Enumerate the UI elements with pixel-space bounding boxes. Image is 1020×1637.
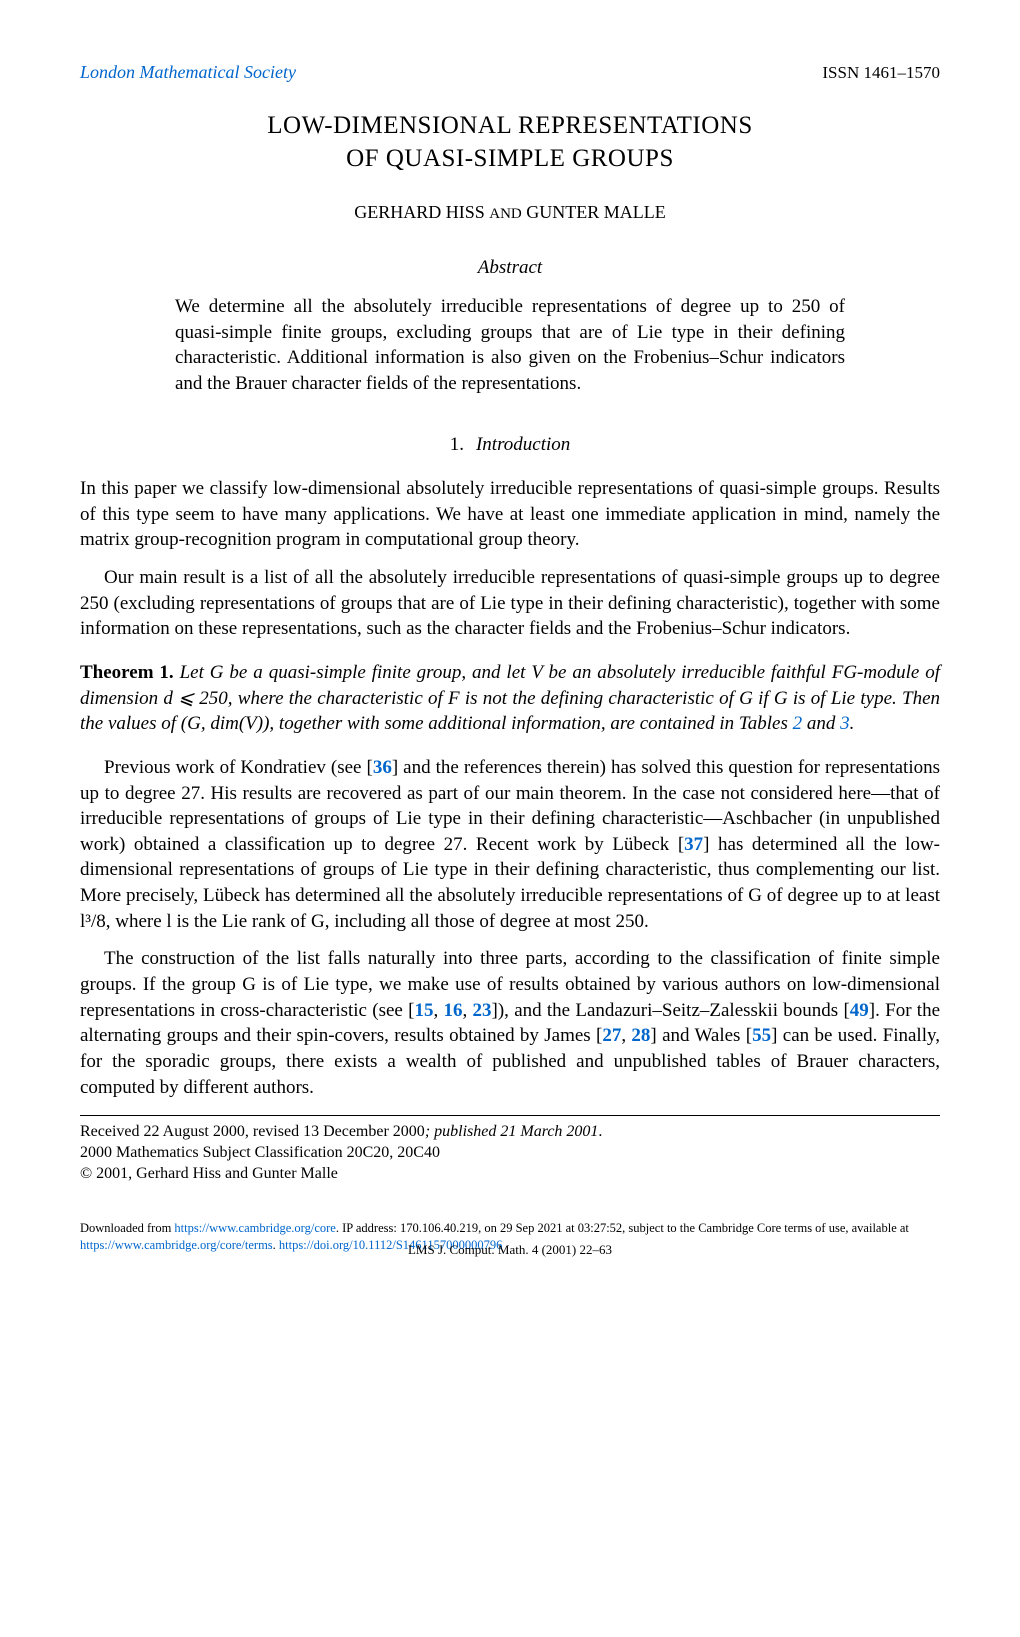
cambridge-core-link[interactable]: https://www.cambridge.org/core <box>174 1221 335 1235</box>
intro-para-1: In this paper we classify low-dimensiona… <box>80 476 940 553</box>
intro-para-4: The construction of the list falls natur… <box>80 946 940 1100</box>
authors: GERHARD HISS AND GUNTER MALLE <box>80 200 940 225</box>
footer-msc: 2000 Mathematics Subject Classification … <box>80 1143 940 1164</box>
theorem-text-mid: and <box>802 713 840 734</box>
dl-text-1: Downloaded from <box>80 1221 174 1235</box>
title-line-1: LOW-DIMENSIONAL REPRESENTATIONS <box>267 112 752 139</box>
intro-para-2: Our main result is a list of all the abs… <box>80 565 940 642</box>
footer-rule <box>80 1115 940 1116</box>
p4-c1: , <box>433 1000 443 1021</box>
theorem-1: Theorem 1. Let G be a quasi-simple finit… <box>80 660 940 737</box>
issn-label: ISSN 1461–1570 <box>822 61 940 85</box>
author-1: GERHARD HISS <box>354 202 485 222</box>
ref-23[interactable]: 23 <box>473 1000 492 1021</box>
section-number: 1. <box>450 434 464 455</box>
intro-para-3: Previous work of Kondratiev (see [36] an… <box>80 755 940 934</box>
p4-text-4: ] and Wales [ <box>650 1025 752 1046</box>
footer-copyright: © 2001, Gerhard Hiss and Gunter Malle <box>80 1164 940 1185</box>
theorem-body: Let G be a quasi-simple finite group, an… <box>80 662 940 734</box>
ref-28[interactable]: 28 <box>631 1025 650 1046</box>
section-heading: 1. Introduction <box>80 432 940 459</box>
ref-49[interactable]: 49 <box>850 1000 869 1021</box>
p4-c2: , <box>462 1000 472 1021</box>
ref-15[interactable]: 15 <box>414 1000 433 1021</box>
dl-text-2: . IP address: 170.106.40.219, on 29 Sep … <box>336 1221 909 1235</box>
footer-received: Received 22 August 2000, revised 13 Dece… <box>80 1122 940 1143</box>
section-title: Introduction <box>476 434 570 455</box>
abstract-text: We determine all the absolutely irreduci… <box>175 294 845 397</box>
p3-text-1: Previous work of Kondratiev (see [ <box>104 757 373 778</box>
journal-name[interactable]: London Mathematical Society <box>80 60 296 85</box>
paper-title: LOW-DIMENSIONAL REPRESENTATIONS OF QUASI… <box>80 110 940 175</box>
authors-and: AND <box>489 206 522 222</box>
theorem-label: Theorem 1. <box>80 662 174 683</box>
p4-text-2: ]), and the Landazuri–Seitz–Zalesskii bo… <box>492 1000 850 1021</box>
ref-37[interactable]: 37 <box>684 834 703 855</box>
ref-27[interactable]: 27 <box>602 1025 621 1046</box>
received-text: Received 22 August 2000, revised 13 Dece… <box>80 1123 425 1140</box>
header-row: London Mathematical Society ISSN 1461–15… <box>80 60 940 85</box>
abstract-label: Abstract <box>80 255 940 282</box>
table-link-2[interactable]: 2 <box>793 713 803 734</box>
title-line-2: OF QUASI-SIMPLE GROUPS <box>346 145 674 172</box>
published-text: ; published 21 March 2001 <box>425 1123 599 1140</box>
author-2: GUNTER MALLE <box>526 202 665 222</box>
ref-16[interactable]: 16 <box>443 1000 462 1021</box>
table-link-3[interactable]: 3 <box>840 713 850 734</box>
terms-link[interactable]: https://www.cambridge.org/core/terms <box>80 1238 273 1252</box>
ref-36[interactable]: 36 <box>373 757 392 778</box>
theorem-text-end: . <box>850 713 855 734</box>
p4-c3: , <box>621 1025 631 1046</box>
ref-55[interactable]: 55 <box>752 1025 771 1046</box>
